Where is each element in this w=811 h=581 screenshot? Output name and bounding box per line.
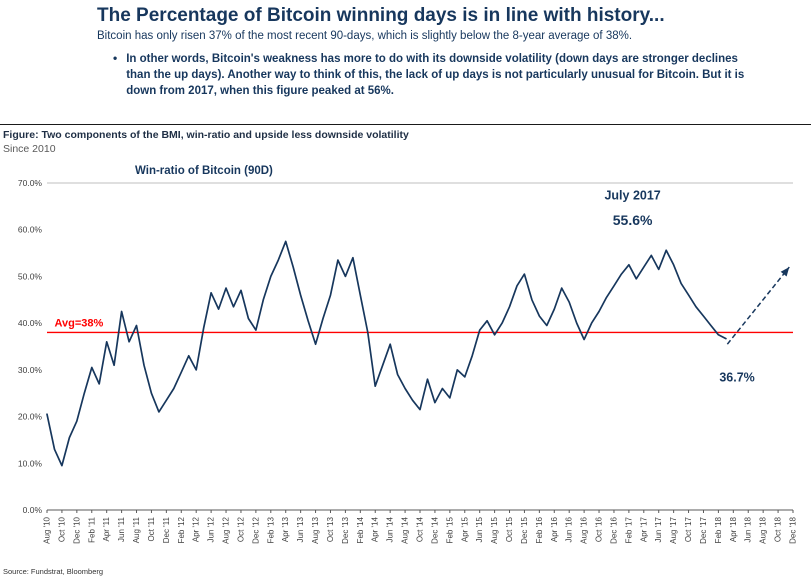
x-axis-label: Dec '10 (72, 516, 81, 543)
x-axis-label: Dec '14 (430, 516, 439, 543)
source-note: Source: Fundstrat, Bloomberg (3, 567, 104, 576)
x-axis-label: Aug '10 (43, 516, 52, 543)
x-axis-label: Dec '17 (699, 516, 708, 543)
x-axis-label: Aug '14 (401, 516, 410, 543)
x-axis-label: Dec '11 (162, 516, 171, 543)
x-axis-label: Apr '18 (729, 516, 738, 542)
x-axis-label: Dec '15 (520, 516, 529, 543)
projection-arrow-head (780, 267, 790, 277)
x-axis-label: Aug '17 (669, 516, 678, 543)
average-line-label: Avg=38% (54, 317, 103, 329)
y-axis-label: 10.0% (18, 458, 43, 468)
bullet-point: • In other words, Bitcoin's weakness has… (97, 51, 765, 99)
x-axis-label: Oct '10 (57, 516, 66, 542)
x-axis-label: Aug '11 (132, 516, 141, 543)
win-ratio-chart: 0.0% 10.0% 20.0% 30.0% 40.0% 50.0% 60.0% 70.0% A… (18, 165, 798, 544)
figure-subcaption: Since 2010 (3, 143, 56, 155)
y-axis-label: 50.0% (18, 271, 43, 281)
win-ratio-line (46, 240, 727, 467)
subtitle: Bitcoin has only risen 37% of the most r… (97, 29, 633, 42)
x-axis-label: Apr '11 (102, 516, 111, 541)
x-axis-label: Aug '16 (580, 516, 589, 543)
bullet-text: In other words, Bitcoin's weakness has m… (126, 52, 745, 98)
page-title: The Percentage of Bitcoin winning days i… (97, 5, 665, 26)
x-axis-label: Oct '17 (684, 516, 693, 542)
x-axis-label: Oct '13 (326, 516, 335, 542)
x-axis-label: Oct '11 (147, 516, 156, 541)
x-axis-label: Dec '16 (609, 516, 618, 543)
header: The Percentage of Bitcoin winning days i… (97, 5, 765, 99)
x-axis-label: Feb '18 (714, 516, 723, 543)
x-axis-label: Oct '15 (505, 516, 514, 542)
x-axis-label: Oct '18 (774, 516, 783, 542)
x-axis-label: Jun '16 (565, 516, 574, 542)
x-axis-label: Aug '18 (759, 516, 768, 543)
x-axis-label: Aug '13 (311, 516, 320, 543)
x-axis-label: Dec '12 (251, 516, 260, 543)
peak-value-label: 55.6% (613, 212, 653, 228)
section-divider (0, 124, 811, 125)
x-axis-label: Jun '11 (117, 516, 126, 542)
x-axis-label: Apr '17 (639, 516, 648, 542)
x-axis-label: Aug '15 (490, 516, 499, 543)
x-axis-label: Jun '12 (207, 516, 216, 542)
x-axis-label: Oct '12 (236, 516, 245, 542)
x-axis-label: Feb '15 (445, 516, 454, 543)
x-axis-label: Feb '11 (87, 516, 96, 542)
x-axis-label: Oct '16 (595, 516, 604, 542)
y-axis-label: 40.0% (18, 318, 43, 328)
x-axis-label: Jun '14 (386, 516, 395, 542)
x-axis-label: Jun '17 (654, 516, 663, 542)
x-axis-label: Apr '15 (460, 516, 469, 542)
x-axis-label: Feb '16 (535, 516, 544, 543)
projection-arrow-line (726, 266, 790, 345)
x-axis-label: Apr '13 (281, 516, 290, 542)
x-axis-label: Oct '14 (416, 516, 425, 542)
x-axis-label: Jun '18 (744, 516, 753, 542)
july-2017-label: July 2017 (604, 188, 660, 202)
x-axis-label: Feb '14 (356, 516, 365, 543)
x-axis-label: Apr '12 (192, 516, 201, 542)
x-axis-label: Jun '15 (475, 516, 484, 542)
y-axis-label: 70.0% (18, 178, 43, 188)
x-axis-label: Feb '13 (266, 516, 275, 543)
chart-area: 0.0% 10.0% 20.0% 30.0% 40.0% 50.0% 60.0% 70.0% A… (0, 150, 811, 565)
x-axis-label: Apr '16 (550, 516, 559, 542)
y-axis-label: 60.0% (18, 225, 43, 235)
x-axis-label: Aug '12 (222, 516, 231, 543)
x-axis-label: Dec '13 (341, 516, 350, 543)
chart-title: Win-ratio of Bitcoin (90D) (135, 165, 273, 177)
y-axis-label: 0.0% (23, 505, 43, 515)
x-axis-label: Feb '17 (624, 516, 633, 543)
x-axis-label: Jun '13 (296, 516, 305, 542)
y-axis-label: 20.0% (18, 412, 43, 422)
figure-caption: Figure: Two components of the BMI, win-r… (3, 129, 409, 141)
x-axis-label: Dec '18 (789, 516, 798, 543)
x-axis-label: Apr '14 (371, 516, 380, 542)
x-axis-label: Feb '12 (177, 516, 186, 543)
y-axis-label: 30.0% (18, 365, 43, 375)
current-value-label: 36.7% (719, 371, 754, 385)
bullet-icon: • (113, 50, 118, 65)
